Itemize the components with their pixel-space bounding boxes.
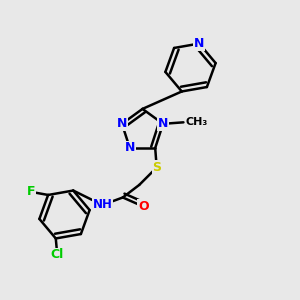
Text: S: S [152,161,161,174]
Text: N: N [117,117,127,130]
Text: F: F [27,185,36,199]
Text: N: N [158,117,168,130]
Text: NH: NH [92,199,112,212]
Text: Cl: Cl [51,248,64,262]
Text: N: N [124,142,135,154]
Text: N: N [194,37,204,50]
Text: CH₃: CH₃ [185,117,208,127]
Text: O: O [138,200,148,213]
